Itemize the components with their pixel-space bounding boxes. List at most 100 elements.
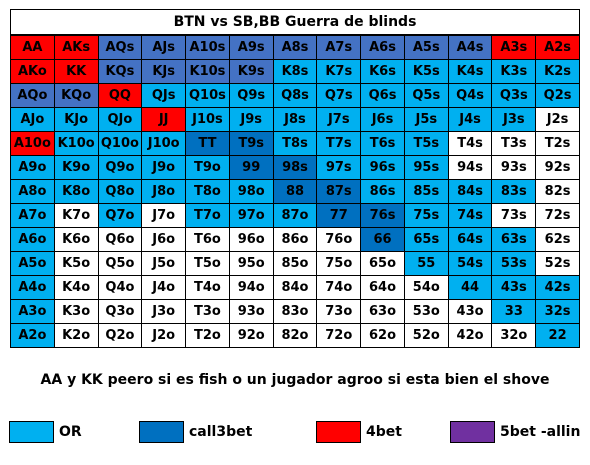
hand-cell: 66 xyxy=(361,228,405,252)
hand-cell: A8s xyxy=(273,36,318,60)
hand-cell: AQs xyxy=(98,36,143,60)
hand-cell: K8s xyxy=(273,60,318,84)
legend-label-5bet-allin: 5bet -allin xyxy=(500,424,581,440)
hand-cell: J4s xyxy=(448,108,493,132)
hand-cell: K4o xyxy=(54,276,99,300)
hand-cell: KJs xyxy=(142,60,187,84)
hand-cell: T9s xyxy=(229,132,274,156)
hand-cell: A6o xyxy=(11,228,55,252)
hand-cell: 62o xyxy=(361,324,405,348)
hand-cell: Q7o xyxy=(98,204,143,228)
hand-cell: JJ xyxy=(142,108,187,132)
hand-cell: AKs xyxy=(54,36,99,60)
hand-cell: 97o xyxy=(229,204,274,228)
hand-cell: J10s xyxy=(186,108,230,132)
hand-cell: K2s xyxy=(536,60,580,84)
hand-cell: AKo xyxy=(11,60,55,84)
hand-cell: TT xyxy=(186,132,230,156)
hand-cell: 55 xyxy=(404,252,449,276)
hand-cell: 87s xyxy=(317,180,362,204)
hand-cell: QJo xyxy=(98,108,143,132)
hand-cell: T8o xyxy=(186,180,230,204)
hand-cell: T4s xyxy=(448,132,493,156)
hand-cell: 76o xyxy=(317,228,362,252)
hand-cell: Q3s xyxy=(492,84,537,108)
hand-cell: 84o xyxy=(273,276,318,300)
hand-cell: J5o xyxy=(142,252,187,276)
hand-cell: Q6o xyxy=(98,228,143,252)
hand-cell: 85o xyxy=(273,252,318,276)
hand-cell: A7o xyxy=(11,204,55,228)
hand-cell: A9s xyxy=(229,36,274,60)
hand-cell: J3s xyxy=(492,108,537,132)
hand-cell: A4o xyxy=(11,276,55,300)
hand-cell: QJs xyxy=(142,84,187,108)
hand-cell: 95o xyxy=(229,252,274,276)
hand-cell: 97s xyxy=(317,156,362,180)
hand-cell: Q4s xyxy=(448,84,493,108)
hand-cell: J7o xyxy=(142,204,187,228)
hand-cell: T6s xyxy=(361,132,405,156)
hand-cell: A3o xyxy=(11,300,55,324)
hand-cell: T6o xyxy=(186,228,230,252)
hand-cell: 98o xyxy=(229,180,274,204)
hand-cell: 53o xyxy=(404,300,449,324)
hand-cell: 72s xyxy=(536,204,580,228)
hand-cell: 77 xyxy=(317,204,362,228)
hand-cell: 83o xyxy=(273,300,318,324)
legend-item-4bet: 4bet xyxy=(316,421,402,443)
hand-cell: 93s xyxy=(492,156,537,180)
hand-cell: 72o xyxy=(317,324,362,348)
hand-cell: AQo xyxy=(11,84,55,108)
hand-cell: K6o xyxy=(54,228,99,252)
hand-cell: K2o xyxy=(54,324,99,348)
hand-cell: KJo xyxy=(54,108,99,132)
hand-cell: 88 xyxy=(273,180,318,204)
hand-cell: K10o xyxy=(54,132,99,156)
hand-cell: T3s xyxy=(492,132,537,156)
hand-cell: KK xyxy=(54,60,99,84)
hand-cell: J6s xyxy=(361,108,405,132)
hand-cell: T8s xyxy=(273,132,318,156)
legend-swatch-or xyxy=(9,421,54,443)
hand-cell: KQs xyxy=(98,60,143,84)
hand-cell: Q6s xyxy=(361,84,405,108)
hand-cell: J9s xyxy=(229,108,274,132)
hand-cell: 99 xyxy=(229,156,274,180)
hand-cell: Q5s xyxy=(404,84,449,108)
hand-cell: 83s xyxy=(492,180,537,204)
hand-cell: J3o xyxy=(142,300,187,324)
hand-cell: T5o xyxy=(186,252,230,276)
hand-cell: 43s xyxy=(492,276,537,300)
hand-cell: 63s xyxy=(492,228,537,252)
hand-cell: K8o xyxy=(54,180,99,204)
hand-cell: 75s xyxy=(404,204,449,228)
legend-label-or: OR xyxy=(59,424,82,440)
hand-cell: 85s xyxy=(404,180,449,204)
hand-cell: J4o xyxy=(142,276,187,300)
hand-cell: AA xyxy=(11,36,55,60)
hand-range-grid: AA AKs AQs AJs A10s A9s A8s A7s A6s A5s A4s A3s A2s A… xyxy=(10,35,580,348)
hand-cell: J10o xyxy=(142,132,187,156)
legend-item-or: OR xyxy=(9,421,82,443)
hand-cell: 65o xyxy=(361,252,405,276)
hand-cell: Q3o xyxy=(98,300,143,324)
hand-cell: 94s xyxy=(448,156,493,180)
hand-cell: A10s xyxy=(186,36,230,60)
hand-cell: J8s xyxy=(273,108,318,132)
hand-cell: 64s xyxy=(448,228,493,252)
hand-cell: K9o xyxy=(54,156,99,180)
hand-cell: J8o xyxy=(142,180,187,204)
hand-cell: K5s xyxy=(404,60,449,84)
hand-cell: Q5o xyxy=(98,252,143,276)
hand-cell: 54s xyxy=(448,252,493,276)
hand-cell: A9o xyxy=(11,156,55,180)
hand-cell: AJs xyxy=(142,36,187,60)
hand-cell: T2o xyxy=(186,324,230,348)
hand-cell: K6s xyxy=(361,60,405,84)
hand-cell: Q9s xyxy=(229,84,274,108)
hand-cell: 53s xyxy=(492,252,537,276)
hand-cell: 52s xyxy=(536,252,580,276)
legend-label-4bet: 4bet xyxy=(366,424,402,440)
hand-cell: 94o xyxy=(229,276,274,300)
